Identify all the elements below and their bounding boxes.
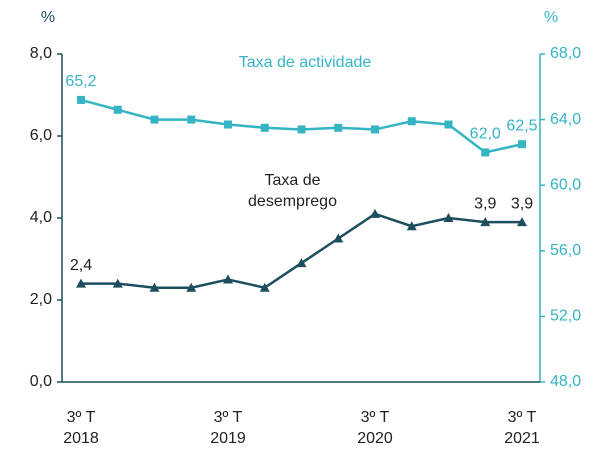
point-marker: [370, 208, 380, 218]
y2-tick-label: 52,0: [550, 308, 581, 325]
point-marker: [224, 120, 232, 129]
point-marker: [517, 217, 527, 227]
y2-tick-label: 64,0: [550, 111, 581, 128]
point-marker: [407, 117, 416, 126]
value-label: 65,2: [65, 73, 96, 90]
point-marker: [149, 282, 160, 292]
point-marker: [518, 140, 526, 149]
point-marker: [76, 278, 86, 288]
point-marker: [112, 278, 123, 288]
value-label: 62,0: [470, 126, 501, 143]
series-label: Taxa de actividade: [238, 54, 372, 71]
y-tick-label: 6,0: [30, 127, 52, 144]
y2-tick-label: 48,0: [550, 373, 581, 390]
x-tick-label: 3º T 2018: [63, 409, 99, 447]
point-marker: [77, 95, 85, 104]
point-marker: [481, 148, 490, 157]
point-marker: [443, 213, 454, 222]
point-marker: [223, 274, 233, 284]
point-marker: [297, 125, 306, 134]
y-unit: %: [41, 9, 55, 26]
x-tick-label: 3º T 2019: [210, 409, 246, 447]
y-tick-label: 2,0: [30, 291, 52, 308]
x-tick-label: 3º T 2021: [504, 409, 540, 447]
point-marker: [371, 125, 379, 134]
y-tick-label: 4,0: [30, 209, 52, 226]
point-marker: [113, 105, 122, 114]
point-marker: [406, 221, 417, 231]
point-marker: [259, 282, 270, 292]
point-marker: [444, 120, 453, 129]
value-label: 2,4: [70, 257, 92, 274]
point-marker: [260, 123, 269, 132]
point-marker: [186, 282, 197, 292]
y-tick-label: 0,0: [30, 373, 52, 390]
point-marker: [296, 258, 307, 268]
point-marker: [150, 115, 159, 124]
point-marker: [480, 217, 491, 227]
y2-tick-label: 56,0: [550, 242, 581, 259]
y-tick-label: 8,0: [30, 45, 52, 62]
x-tick-label: 3º T 2020: [357, 409, 393, 447]
series-line: [81, 212, 522, 290]
y2-tick-label: 68,0: [550, 45, 581, 62]
point-marker: [333, 233, 344, 243]
y2-tick-label: 60,0: [550, 176, 581, 193]
value-label: 3,9: [511, 195, 533, 212]
point-marker: [187, 115, 196, 124]
point-marker: [334, 123, 343, 132]
series-label: Taxa de desemprego: [248, 172, 337, 210]
value-label: 3,9: [474, 195, 496, 212]
value-label: 62,5: [506, 117, 537, 134]
y2-unit: %: [544, 9, 558, 26]
